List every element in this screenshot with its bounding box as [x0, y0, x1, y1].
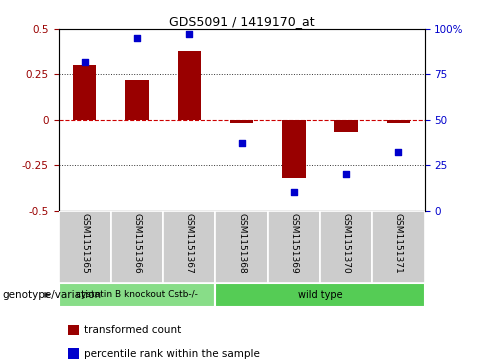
Point — [238, 140, 245, 146]
Bar — [215, 283, 425, 307]
Bar — [320, 211, 372, 283]
Text: GSM1151367: GSM1151367 — [185, 213, 194, 273]
Bar — [59, 211, 111, 283]
Text: wild type: wild type — [298, 290, 342, 300]
Bar — [372, 211, 425, 283]
Text: GSM1151368: GSM1151368 — [237, 213, 246, 273]
Text: GSM1151371: GSM1151371 — [394, 213, 403, 273]
Bar — [268, 211, 320, 283]
Text: cystatin B knockout Cstb-/-: cystatin B knockout Cstb-/- — [76, 290, 198, 299]
Text: GSM1151366: GSM1151366 — [132, 213, 142, 273]
Bar — [73, 65, 97, 120]
Text: GSM1151369: GSM1151369 — [289, 213, 298, 273]
Bar — [178, 51, 201, 120]
Bar — [163, 211, 215, 283]
Point — [133, 35, 141, 41]
Bar — [111, 211, 163, 283]
Point — [290, 189, 298, 195]
Bar — [282, 120, 305, 178]
Text: GSM1151365: GSM1151365 — [80, 213, 89, 273]
Bar — [59, 283, 215, 307]
Text: transformed count: transformed count — [84, 325, 181, 335]
Point — [394, 150, 402, 155]
Bar — [125, 80, 149, 120]
Bar — [215, 211, 268, 283]
Text: percentile rank within the sample: percentile rank within the sample — [84, 349, 260, 359]
Point — [342, 171, 350, 177]
Text: GSM1151370: GSM1151370 — [342, 213, 351, 273]
Bar — [386, 120, 410, 123]
Text: genotype/variation: genotype/variation — [2, 290, 102, 300]
Point — [185, 32, 193, 37]
Title: GDS5091 / 1419170_at: GDS5091 / 1419170_at — [169, 15, 314, 28]
Bar — [230, 120, 253, 123]
Bar — [334, 120, 358, 132]
Point — [81, 59, 89, 65]
